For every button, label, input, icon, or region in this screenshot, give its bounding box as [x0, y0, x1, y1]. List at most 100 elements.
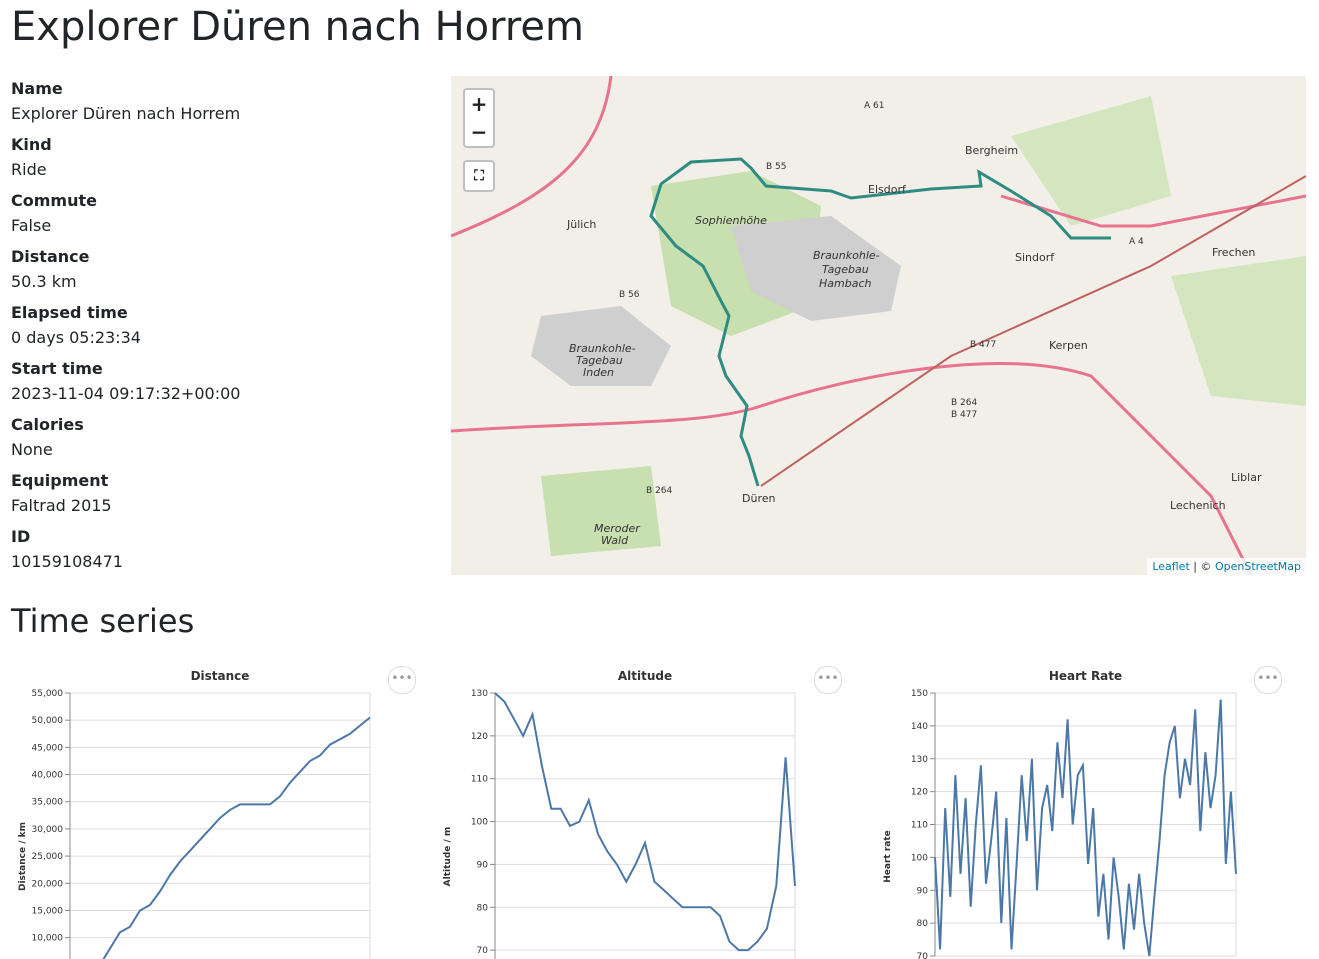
y-tick-label: 45,000	[32, 743, 64, 753]
detail-value: Faltrad 2015	[11, 496, 112, 515]
place-label: Braunkohle-	[813, 249, 880, 262]
road-label: B 56	[619, 290, 640, 300]
line	[494, 692, 796, 952]
chart-title: Distance	[191, 669, 250, 683]
forest	[541, 466, 661, 556]
y-tick-label: 55,000	[32, 689, 64, 699]
place-label: Tagebau	[576, 354, 623, 367]
detail-label: Calories	[11, 415, 84, 434]
y-axis-title: Altitude / m	[443, 827, 453, 887]
zoom-out[interactable]: −	[463, 118, 495, 148]
leaflet-link[interactable]: Leaflet	[1152, 560, 1190, 573]
chart: 70 80 90 100 110 120 130 140 150 Heart Rate Heart …	[883, 669, 1237, 959]
attribution: Leaflet | © OpenStreetMap	[1147, 558, 1306, 575]
place-label: Elsdorf	[868, 183, 907, 196]
plot-frame	[69, 692, 371, 959]
place-label: Meroder	[594, 522, 641, 535]
place-label: Düren	[742, 492, 775, 505]
y-tick-label: 100	[471, 818, 488, 828]
y-tick-label: 25,000	[32, 852, 64, 862]
map[interactable]: Bergheim Elsdorf Jülich Sindorf Frechen …	[451, 76, 1306, 575]
chart-menu[interactable]: •••	[388, 666, 416, 694]
chart-title: Altitude	[618, 669, 672, 683]
details: Name Explorer Düren nach Horrem Kind Ride …	[11, 78, 240, 582]
road	[1000, 194, 1306, 228]
page-title: Explorer Düren nach Horrem	[11, 4, 585, 50]
road-label: B 477	[970, 340, 996, 350]
y-tick-label: 110	[471, 775, 488, 785]
place-label: Sindorf	[1015, 251, 1055, 264]
chart-menu[interactable]: •••	[1254, 666, 1282, 694]
y-tick-label: 90	[477, 860, 489, 870]
y-tick-label: 50,000	[32, 716, 64, 726]
line	[102, 716, 371, 959]
road-label: B 264	[646, 486, 672, 496]
place-label: Inden	[583, 366, 614, 379]
y-axis-title: Heart rate	[883, 830, 893, 883]
y-tick-label: 30,000	[32, 825, 64, 835]
map-tiles: Bergheim Elsdorf Jülich Sindorf Frechen …	[451, 76, 1306, 575]
y-tick-label: 120	[911, 788, 928, 798]
plot-frame	[494, 692, 796, 959]
attribution-separator: | ©	[1193, 560, 1212, 573]
y-tick-label: 150	[911, 689, 928, 699]
fullscreen-button[interactable]: ⛶	[463, 160, 495, 192]
road-label: A 4	[1129, 237, 1144, 247]
y-tick-label: 100	[911, 853, 928, 863]
detail-value: Ride	[11, 160, 47, 179]
place-label: Jülich	[566, 218, 596, 231]
place-label: Bergheim	[965, 144, 1018, 157]
mine	[531, 306, 671, 386]
detail-label: Kind	[11, 135, 52, 154]
y-tick-label: 20,000	[32, 879, 64, 889]
detail-label: Name	[11, 79, 63, 98]
road	[451, 362, 1253, 575]
line	[934, 699, 1237, 957]
detail-value: Explorer Düren nach Horrem	[11, 104, 241, 123]
place-label: Tagebau	[822, 263, 869, 276]
y-tick-label: 40,000	[32, 771, 64, 781]
y-tick-label: 90	[917, 886, 929, 896]
y-tick-label: 110	[911, 821, 928, 831]
y-tick-label: 70	[917, 952, 929, 959]
chart-title: Heart Rate	[1049, 669, 1122, 683]
y-tick-label: 70	[477, 946, 489, 956]
y-tick-label: 35,000	[32, 798, 64, 808]
osm-link[interactable]: OpenStreetMap	[1214, 560, 1301, 573]
road-label: A 61	[864, 101, 884, 111]
place-label: Wald	[601, 534, 629, 547]
forest	[1011, 96, 1171, 226]
y-tick-label: 80	[477, 903, 489, 913]
place-label: Braunkohle-	[569, 342, 636, 355]
chart: 10,000 15,000 20,000 25,000 30,000 35,000 40,0…	[18, 669, 371, 959]
y-tick-label: 140	[911, 722, 928, 732]
y-tick-label: 80	[917, 919, 929, 929]
place-label: Lechenich	[1170, 499, 1226, 512]
detail-value: 10159108471	[11, 552, 123, 571]
y-tick-label: 130	[911, 755, 928, 765]
place-label: Sophienhöhe	[695, 214, 767, 227]
detail-label: Commute	[11, 191, 97, 210]
detail-label: Equipment	[11, 471, 109, 490]
section-title: Time series	[11, 602, 195, 640]
road-label: B 477	[951, 410, 977, 420]
detail-value: None	[11, 440, 53, 459]
mine	[731, 216, 901, 321]
road-label: B 264	[951, 398, 977, 408]
detail-value: 50.3 km	[11, 272, 77, 291]
y-axis-title: Distance / km	[18, 822, 28, 891]
place-label: Liblar	[1231, 471, 1262, 484]
railway	[760, 175, 1306, 487]
y-tick-label: 15,000	[32, 906, 64, 916]
detail-value: 0 days 05:23:34	[11, 328, 141, 347]
place-label: Kerpen	[1049, 339, 1088, 352]
zoom-in[interactable]: +	[463, 88, 495, 120]
chart-menu[interactable]: •••	[814, 666, 842, 694]
forest	[1171, 256, 1306, 406]
detail-value: False	[11, 216, 52, 235]
y-tick-label: 10,000	[32, 934, 64, 944]
detail-value: 2023-11-04 09:17:32+00:00	[11, 384, 241, 403]
y-tick-label: 120	[471, 732, 488, 742]
y-tick-label: 130	[471, 689, 488, 699]
route	[649, 157, 1111, 487]
